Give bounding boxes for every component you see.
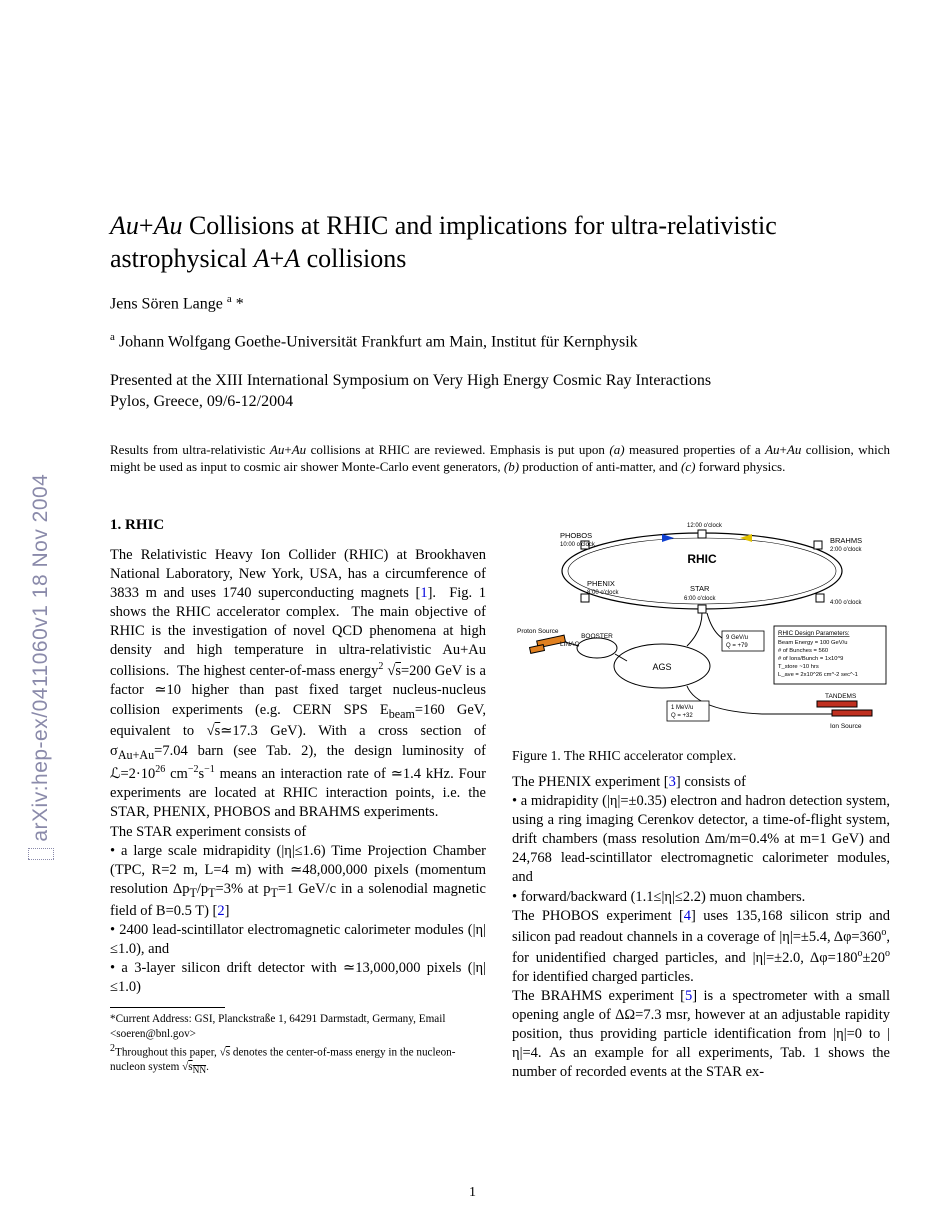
footnote-1: *Current Address: GSI, Planckstraße 1, 6…	[110, 1012, 486, 1041]
svg-text:1 MeV/u: 1 MeV/u	[671, 705, 693, 711]
svg-text:LINAC: LINAC	[560, 641, 579, 648]
footnote-rule	[110, 1007, 225, 1008]
svg-text:RHIC Design Parameters:: RHIC Design Parameters:	[778, 630, 850, 637]
right-column: RHIC PHOBOS 10:00 o'clock 12:00 o'clock	[512, 516, 890, 1082]
svg-text:9 GeV/u: 9 GeV/u	[726, 635, 748, 641]
svg-text:2:00 o'clock: 2:00 o'clock	[830, 547, 862, 553]
affiliation: a Johann Wolfgang Goethe-Universität Fra…	[110, 331, 890, 351]
svg-text:BOOSTER: BOOSTER	[581, 633, 613, 640]
svg-text:Beam Energy = 100 GeV/u: Beam Energy = 100 GeV/u	[778, 640, 847, 646]
left-column: 1. RHIC The Relativistic Heavy Ion Colli…	[110, 516, 486, 1082]
body-text-right: The PHENIX experiment [3] consists of• a…	[512, 773, 890, 1083]
svg-text:TANDEMS: TANDEMS	[825, 693, 857, 700]
paper-title: Au+Au Collisions at RHIC and implication…	[110, 210, 890, 275]
svg-text:Ion Source: Ion Source	[830, 723, 862, 730]
svg-text:Q = +32: Q = +32	[671, 713, 693, 719]
svg-text:10:00 o'clock: 10:00 o'clock	[560, 542, 596, 548]
svg-text:L_ave = 2x10^26 cm^-2 sec^-1: L_ave = 2x10^26 cm^-2 sec^-1	[778, 672, 858, 678]
svg-text:6:00 o'clock: 6:00 o'clock	[684, 596, 716, 602]
svg-text:T_store ~10 hrs: T_store ~10 hrs	[778, 664, 819, 670]
footnote-2: 2Throughout this paper, √s denotes the c…	[110, 1042, 486, 1078]
figure-1-diagram: RHIC PHOBOS 10:00 o'clock 12:00 o'clock	[512, 516, 890, 741]
svg-text:Q = +79: Q = +79	[726, 643, 748, 649]
page-number: 1	[469, 1185, 476, 1201]
figure-caption: Figure 1. The RHIC accelerator complex.	[512, 747, 890, 765]
author-line: Jens Sören Lange a *	[110, 293, 890, 313]
body-text-left: The Relativistic Heavy Ion Collider (RHI…	[110, 546, 486, 998]
svg-text:4:00 o'clock: 4:00 o'clock	[830, 600, 862, 606]
section-heading: 1. RHIC	[110, 516, 486, 536]
svg-text:STAR: STAR	[690, 584, 710, 593]
svg-text:PHENIX: PHENIX	[587, 579, 615, 588]
abstract: Results from ultra-relativistic Au+Au co…	[110, 441, 890, 476]
svg-text:8:00 o'clock: 8:00 o'clock	[587, 590, 619, 596]
svg-text:RHIC: RHIC	[687, 552, 717, 566]
svg-text:AGS: AGS	[652, 662, 671, 672]
presented-at: Presented at the XIII International Symp…	[110, 370, 890, 413]
page-content: Au+Au Collisions at RHIC and implication…	[110, 210, 890, 1082]
svg-text:# of Ions/Bunch = 1x10^9: # of Ions/Bunch = 1x10^9	[778, 656, 843, 662]
svg-text:BRAHMS: BRAHMS	[830, 536, 862, 545]
svg-text:12:00 o'clock: 12:00 o'clock	[687, 523, 723, 529]
arxiv-stamp: arXiv:hep-ex/0411060v1 18 Nov 2004	[28, 474, 54, 860]
two-column-body: 1. RHIC The Relativistic Heavy Ion Colli…	[110, 516, 890, 1082]
svg-text:# of Bunches = 560: # of Bunches = 560	[778, 648, 828, 654]
svg-text:Proton Source: Proton Source	[517, 628, 559, 635]
svg-text:PHOBOS: PHOBOS	[560, 531, 592, 540]
